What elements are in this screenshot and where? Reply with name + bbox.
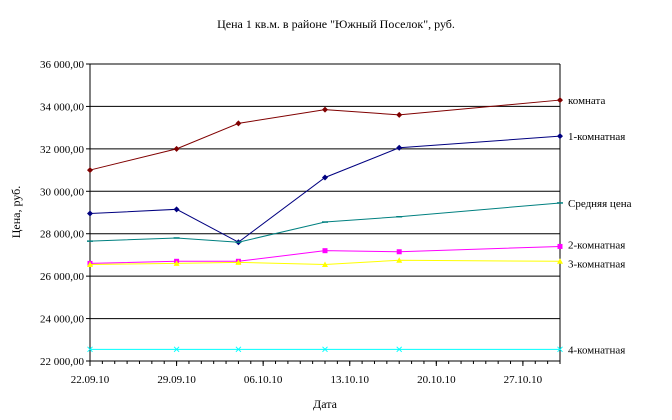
data-point	[322, 174, 328, 181]
data-point	[557, 258, 563, 264]
x-tick-label: 27.10.10	[504, 374, 543, 386]
data-point	[396, 257, 403, 263]
data-point	[87, 167, 93, 174]
axes: 22 000,00 24 000,00 26 000,00 28 000,00 30 0…	[40, 59, 561, 386]
series-line	[89, 135, 561, 243]
y-tick-label: 26 000,00	[40, 271, 85, 283]
data-point	[557, 133, 563, 140]
series-labels: комната 1-комнатная Средняя цена 2-комнатна…	[568, 95, 632, 356]
data-point	[235, 346, 242, 353]
data-point	[322, 261, 328, 267]
data-point	[322, 248, 328, 254]
series-label: 1-комнатная	[568, 131, 625, 143]
data-point	[557, 97, 563, 104]
y-axis-title: Цена, руб.	[9, 186, 23, 239]
data-point	[87, 261, 93, 267]
chart-title: Цена 1 кв.м. в районе "Южный Поселок", р…	[217, 17, 455, 31]
y-tick-label: 34 000,00	[40, 101, 85, 113]
series-3	[87, 202, 563, 243]
x-tick-label: 13.10.10	[330, 374, 369, 386]
series-6	[87, 346, 563, 353]
data-point	[396, 111, 403, 118]
x-tick-label: 22.09.10	[71, 374, 110, 386]
series-label: Средняя цена	[568, 198, 632, 210]
x-tick-label: 20.10.10	[417, 374, 456, 386]
series-line	[89, 245, 561, 264]
series-line	[89, 259, 561, 265]
series-line	[89, 99, 561, 171]
y-tick-label: 24 000,00	[40, 314, 85, 326]
data-point	[396, 144, 403, 151]
series-1	[87, 97, 563, 174]
series-label: 3-комнатная	[568, 258, 625, 270]
series-group	[87, 97, 563, 353]
data-point	[87, 346, 93, 353]
y-tick-label: 32 000,00	[40, 144, 85, 156]
series-label: 4-комнатная	[568, 344, 625, 356]
data-point	[173, 260, 180, 266]
x-axis-title: Дата	[313, 397, 338, 411]
series-line	[89, 202, 561, 243]
series-label: 2-комнатная	[568, 239, 625, 251]
data-point	[235, 259, 242, 265]
y-tick-label: 22 000,00	[40, 356, 85, 368]
data-point	[557, 243, 563, 249]
gridlines	[90, 63, 560, 362]
series-label: комната	[568, 95, 605, 107]
data-point	[235, 120, 242, 127]
data-point	[173, 206, 180, 213]
series-2	[87, 133, 563, 246]
data-point	[396, 249, 402, 255]
x-tick-label: 29.09.10	[157, 374, 196, 386]
data-point	[557, 346, 563, 353]
y-tick-label: 28 000,00	[40, 229, 85, 241]
x-tick-label: 06.10.10	[244, 374, 283, 386]
data-point	[173, 145, 180, 152]
data-point	[173, 346, 180, 353]
data-point	[396, 346, 403, 353]
y-tick-label: 30 000,00	[40, 186, 85, 198]
data-point	[322, 346, 328, 353]
series-5	[87, 257, 563, 267]
data-point	[87, 210, 93, 217]
y-tick-label: 36 000,00	[40, 59, 85, 71]
data-point	[322, 106, 328, 113]
